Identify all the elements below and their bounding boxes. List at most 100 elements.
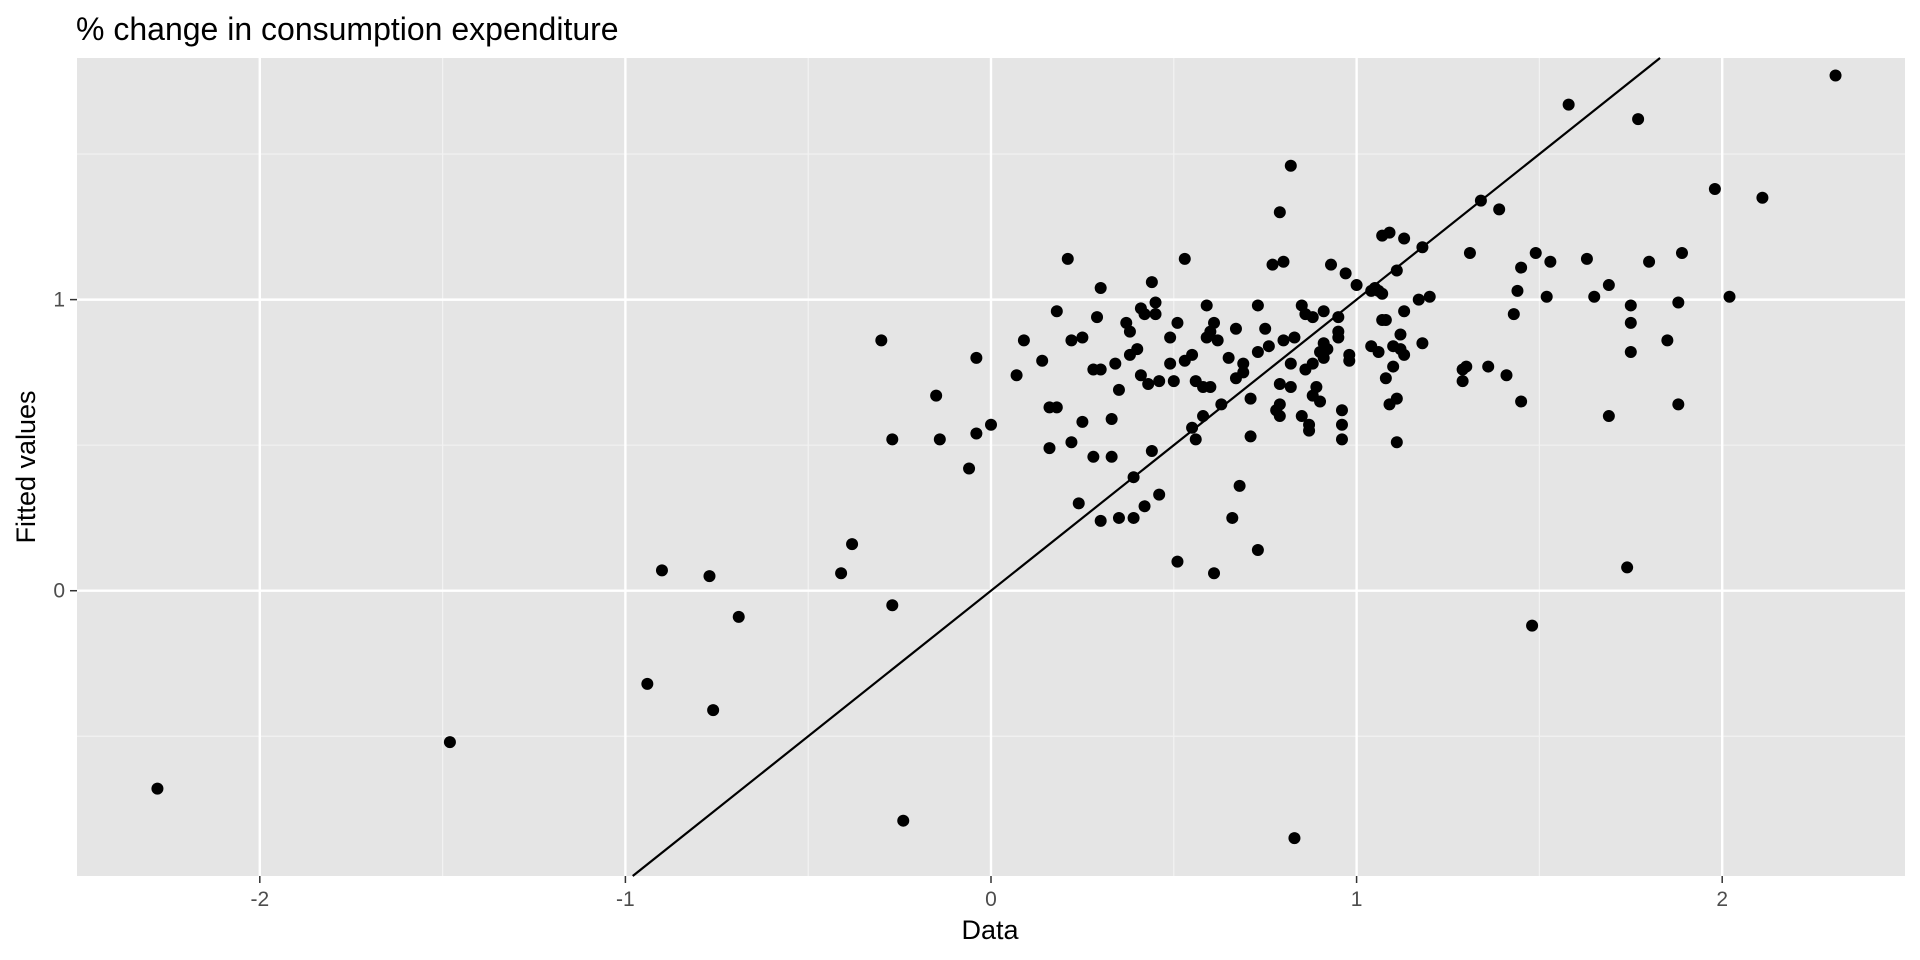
data-point xyxy=(1387,360,1400,373)
data-point xyxy=(1412,293,1425,306)
data-point xyxy=(1109,357,1122,370)
data-point xyxy=(1379,372,1392,385)
data-point xyxy=(963,462,976,475)
data-point xyxy=(1153,375,1166,388)
data-point xyxy=(1145,276,1158,289)
data-point xyxy=(985,418,997,431)
data-point xyxy=(1153,488,1166,501)
x-tick-label: -1 xyxy=(616,888,635,911)
data-point xyxy=(1197,410,1210,423)
data-point xyxy=(1266,258,1279,271)
data-point xyxy=(703,570,716,583)
chart-title: % change in consumption expenditure xyxy=(76,11,619,47)
data-point xyxy=(1145,444,1158,457)
data-point xyxy=(1288,331,1301,344)
data-point xyxy=(1171,316,1184,329)
data-point xyxy=(1237,357,1250,370)
data-point xyxy=(641,677,654,690)
data-point xyxy=(1251,299,1264,312)
data-point xyxy=(151,782,164,795)
data-point xyxy=(1335,404,1348,417)
data-point xyxy=(1244,392,1257,405)
x-axis-title: Data xyxy=(961,915,1019,945)
data-point xyxy=(1087,450,1100,463)
data-point xyxy=(1010,369,1023,382)
data-point xyxy=(1251,346,1264,359)
data-point xyxy=(1138,500,1151,513)
data-point xyxy=(1277,255,1290,268)
data-point xyxy=(1208,316,1221,329)
data-point xyxy=(1460,360,1473,373)
data-point xyxy=(1526,619,1539,632)
data-point xyxy=(933,433,946,446)
data-point xyxy=(835,567,848,580)
data-point xyxy=(1317,305,1330,318)
data-point xyxy=(1226,511,1239,524)
data-point xyxy=(1251,543,1264,556)
data-point xyxy=(1094,281,1107,294)
x-axis: -2 -1 0 1 2 xyxy=(250,876,1728,911)
reference-line xyxy=(632,57,1661,877)
data-point xyxy=(1186,421,1199,434)
data-point xyxy=(1127,471,1140,484)
x-tick-label: 0 xyxy=(985,888,997,911)
data-point xyxy=(1105,412,1118,425)
data-point xyxy=(1303,424,1316,437)
data-point xyxy=(1474,194,1487,207)
data-point xyxy=(1621,561,1634,574)
data-point xyxy=(1284,159,1297,172)
data-point xyxy=(1672,398,1685,411)
data-point xyxy=(1507,308,1520,321)
data-point xyxy=(655,564,668,577)
data-point xyxy=(1061,252,1074,265)
data-point xyxy=(1624,316,1637,329)
data-point xyxy=(1500,369,1513,382)
data-point xyxy=(1273,206,1286,219)
data-point xyxy=(1394,328,1407,341)
data-point xyxy=(1379,313,1392,326)
data-point xyxy=(1672,296,1685,309)
data-point xyxy=(1237,366,1250,379)
data-point xyxy=(897,814,910,827)
data-point xyxy=(1624,346,1637,359)
data-point xyxy=(1208,567,1221,580)
data-point xyxy=(1200,299,1213,312)
data-point xyxy=(1390,436,1403,449)
data-point xyxy=(1529,247,1542,260)
data-point xyxy=(1310,380,1323,393)
data-point xyxy=(1390,392,1403,405)
data-point xyxy=(1339,267,1352,280)
data-point xyxy=(1065,334,1078,347)
data-point xyxy=(875,334,888,347)
data-point xyxy=(1076,331,1089,344)
data-point xyxy=(1632,113,1645,126)
data-point xyxy=(1244,430,1257,443)
data-point xyxy=(886,433,899,446)
data-point xyxy=(1562,98,1575,111)
y-tick-label: 0 xyxy=(53,580,65,603)
data-point xyxy=(1017,334,1030,347)
y-tick-label: 1 xyxy=(53,289,65,312)
data-point xyxy=(1332,331,1345,344)
data-point xyxy=(930,389,943,402)
data-point xyxy=(1602,410,1615,423)
data-point xyxy=(846,538,859,551)
data-point xyxy=(443,736,456,749)
data-point xyxy=(1624,299,1637,312)
data-point xyxy=(1515,395,1528,408)
data-point xyxy=(707,704,720,717)
data-point xyxy=(1131,343,1144,356)
data-point xyxy=(1482,360,1495,373)
data-point xyxy=(1306,311,1319,324)
data-point xyxy=(1186,348,1199,361)
data-point xyxy=(1390,264,1403,277)
data-point xyxy=(1204,380,1217,393)
data-point xyxy=(1149,308,1162,321)
data-point xyxy=(1284,380,1297,393)
data-point xyxy=(1171,555,1184,568)
data-point xyxy=(1335,433,1348,446)
data-point xyxy=(1580,252,1593,265)
data-point xyxy=(1050,305,1063,318)
data-point xyxy=(1112,383,1125,396)
y-axis-title: Fitted values xyxy=(11,390,41,543)
